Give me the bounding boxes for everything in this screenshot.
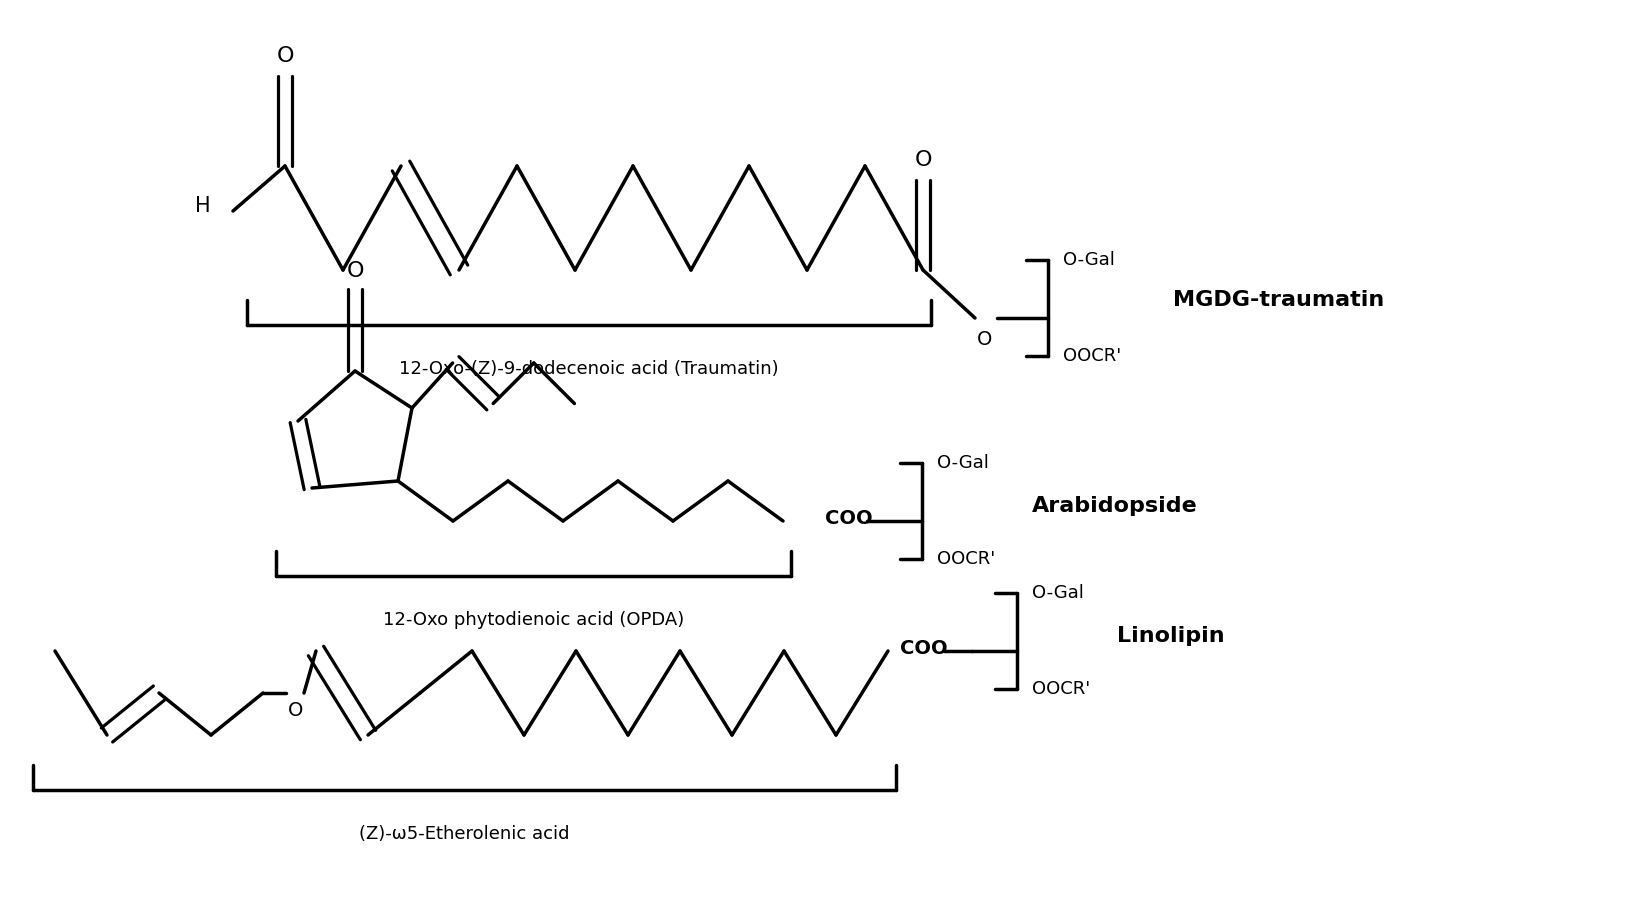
Text: (Z)-ω5-Etherolenic acid: (Z)-ω5-Etherolenic acid — [360, 825, 570, 843]
Text: O: O — [346, 261, 365, 281]
Text: O: O — [915, 150, 931, 170]
Text: OOCR': OOCR' — [1062, 347, 1121, 365]
Text: O-Gal: O-Gal — [938, 454, 988, 472]
Text: Linolipin: Linolipin — [1117, 626, 1225, 646]
Text: COO: COO — [900, 639, 947, 658]
Text: O: O — [276, 46, 294, 66]
Text: O: O — [977, 330, 993, 349]
Text: 12-Oxo phytodienoic acid (OPDA): 12-Oxo phytodienoic acid (OPDA) — [383, 611, 685, 629]
Text: O: O — [289, 701, 304, 720]
Text: COO: COO — [824, 509, 872, 529]
Text: H: H — [195, 196, 212, 216]
Text: OOCR': OOCR' — [938, 550, 995, 568]
Text: MGDG-traumatin: MGDG-traumatin — [1172, 290, 1384, 310]
Text: 12-Oxo-(Z)-9-dodecenoic acid (Traumatin): 12-Oxo-(Z)-9-dodecenoic acid (Traumatin) — [399, 360, 778, 378]
Text: O-Gal: O-Gal — [1062, 251, 1115, 269]
Text: Arabidopside: Arabidopside — [1033, 496, 1197, 516]
Text: O-Gal: O-Gal — [1033, 584, 1084, 602]
Text: OOCR': OOCR' — [1033, 680, 1090, 698]
